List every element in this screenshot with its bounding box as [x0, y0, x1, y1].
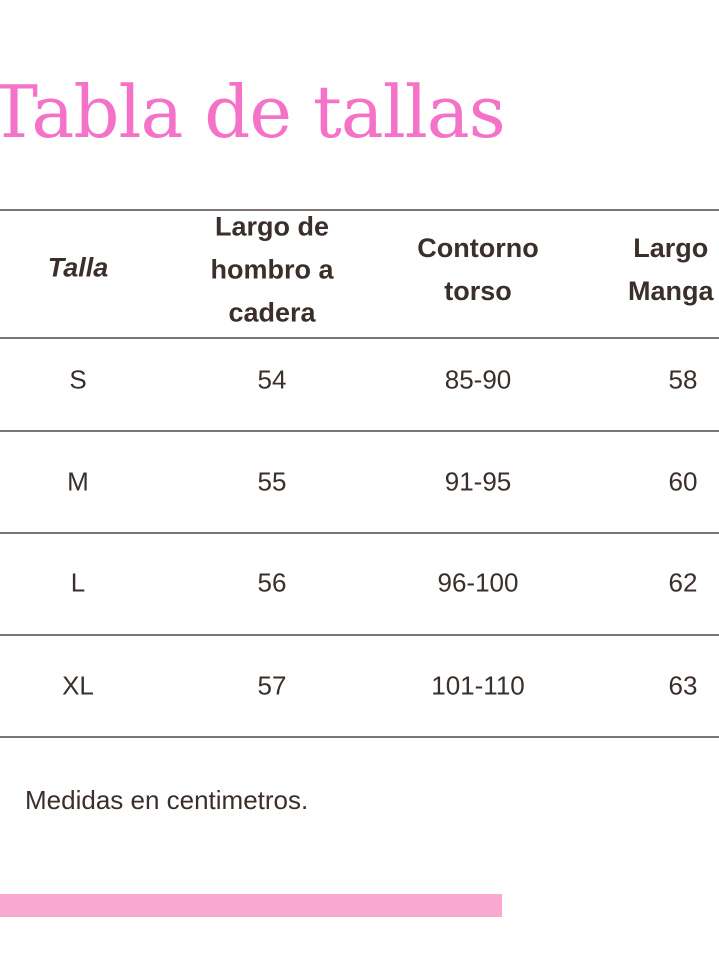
accent-bar [0, 894, 502, 917]
table-cell: 101-110 [431, 670, 525, 701]
table-cell: 55 [257, 466, 287, 497]
table-cell: M [67, 466, 89, 497]
table-cell: 62 [668, 567, 698, 598]
table-cell: 56 [257, 567, 287, 598]
table-cell: 58 [668, 364, 698, 395]
table-cell: 54 [257, 364, 287, 395]
table-rule [0, 430, 719, 432]
units-note: Medidas en centimetros. [25, 785, 309, 815]
page-title: Tabla de tallas [0, 70, 506, 154]
header-largo-manga: Largo Manga [628, 233, 714, 306]
table-cell: S [69, 364, 87, 395]
header-contorno-torso: Contorno torso [417, 233, 539, 306]
table-rule [0, 337, 719, 339]
table-rule [0, 634, 719, 636]
table-rule [0, 736, 719, 738]
table-cell: 85-90 [444, 364, 512, 395]
table-cell: 57 [257, 670, 287, 701]
table-rule [0, 209, 719, 211]
header-talla: Talla [47, 252, 109, 283]
table-cell: 91-95 [444, 466, 512, 497]
table-cell: 60 [668, 466, 698, 497]
header-largo-hombro-cadera: Largo de hombro a cadera [210, 211, 334, 328]
table-cell: 96-100 [437, 567, 519, 598]
table-cell: L [70, 567, 86, 598]
table-cell: 63 [668, 670, 698, 701]
table-cell: XL [62, 670, 94, 701]
table-rule [0, 532, 719, 534]
